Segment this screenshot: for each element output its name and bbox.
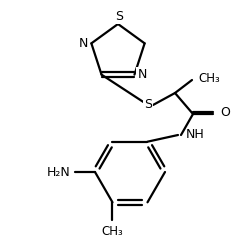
Text: S: S — [144, 98, 152, 112]
Text: NH: NH — [185, 129, 204, 141]
Text: N: N — [137, 68, 146, 81]
Text: S: S — [114, 10, 122, 23]
Text: CH₃: CH₃ — [101, 225, 123, 238]
Text: O: O — [219, 106, 229, 120]
Text: H₂N: H₂N — [47, 165, 71, 179]
Text: CH₃: CH₃ — [197, 71, 219, 85]
Text: N: N — [79, 37, 88, 50]
